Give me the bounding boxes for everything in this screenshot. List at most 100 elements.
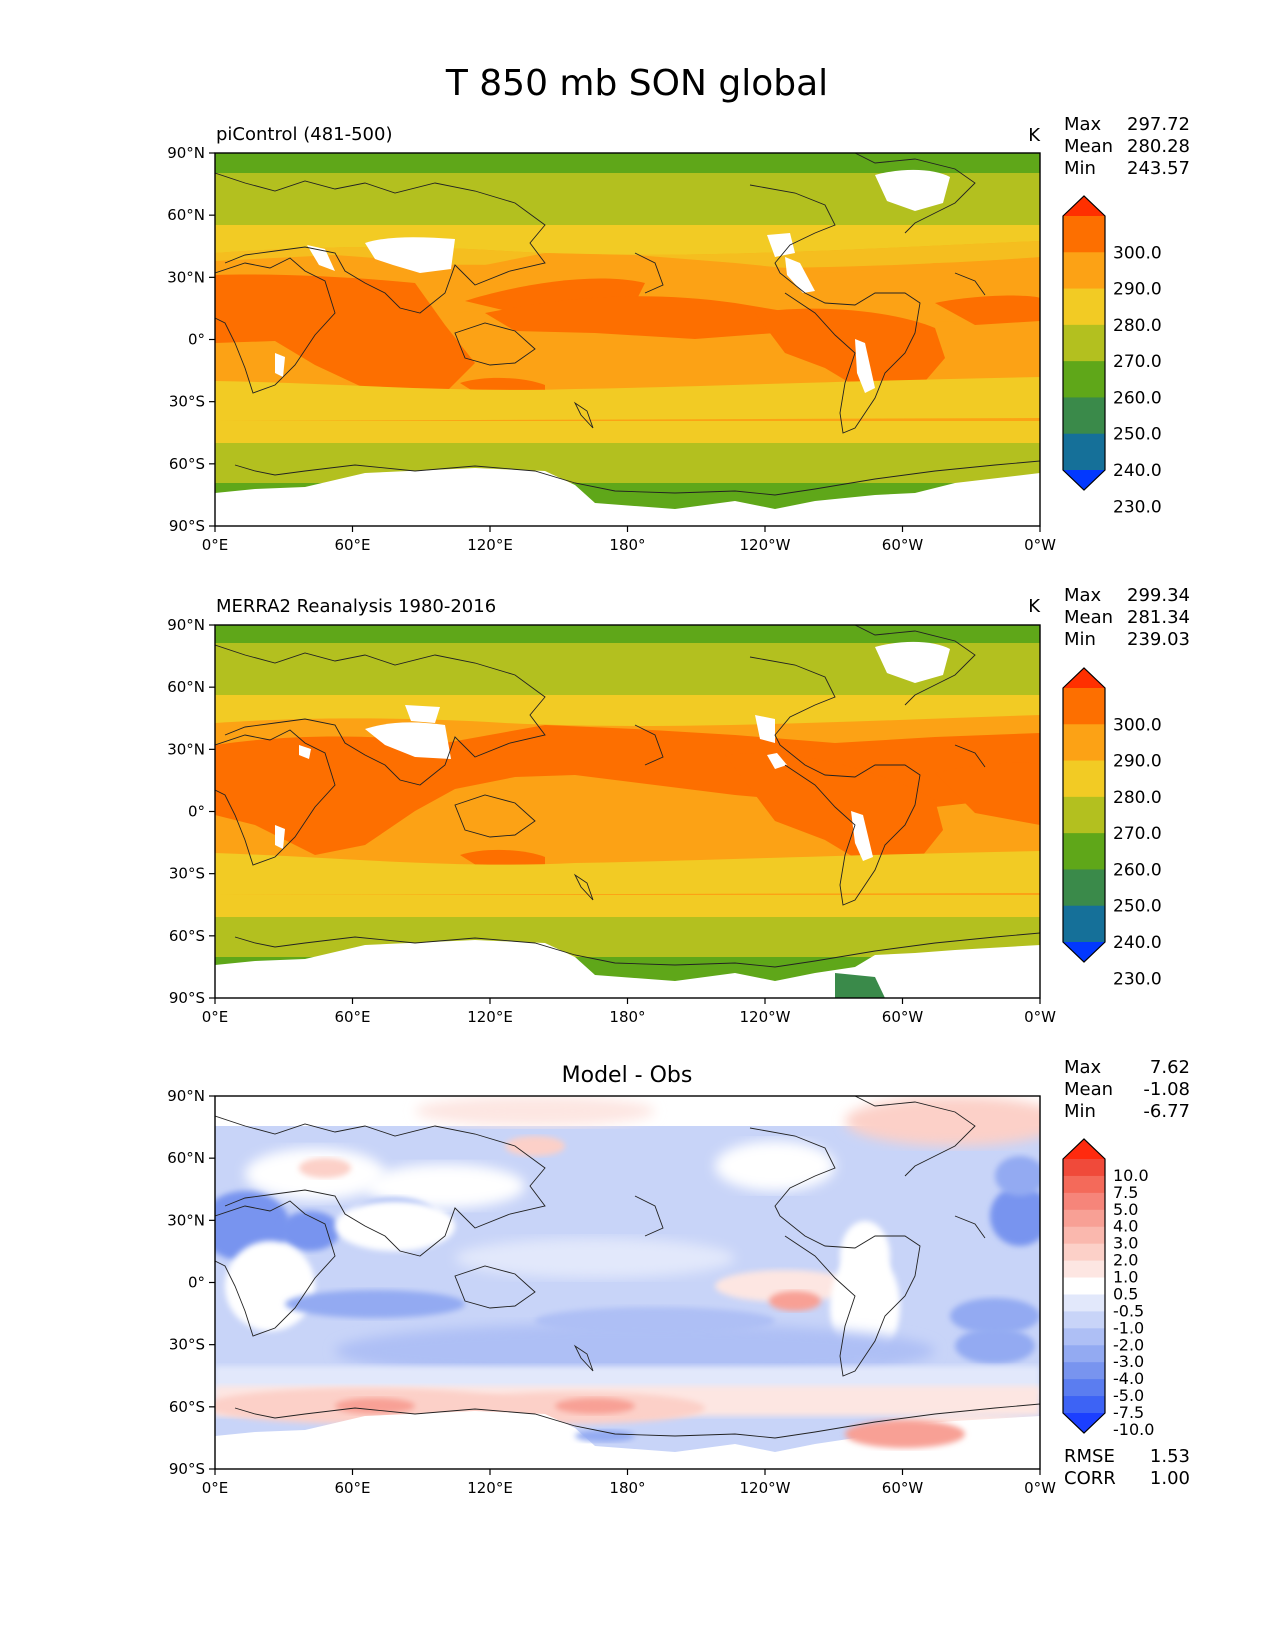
colorbar-segment: [1063, 1243, 1105, 1262]
panel-picontrol: piControl (481-500) K: [167, 114, 1190, 554]
colorbar-label: -2.0: [1113, 1335, 1144, 1354]
x-tick-label: 0°W: [1024, 1008, 1056, 1026]
stat-max-value: 297.72: [1127, 114, 1190, 135]
colorbar-label: -1.0: [1113, 1318, 1144, 1337]
colorbar-segment: [1063, 1294, 1105, 1312]
stat-min-value: -6.77: [1143, 1101, 1190, 1122]
y-tick-label: 60°N: [167, 1149, 205, 1167]
colorbar-segment: [1063, 1260, 1105, 1279]
x-tick-label: 120°E: [467, 1479, 513, 1497]
stat-mean-value: -1.08: [1143, 1079, 1190, 1100]
colorbar-segment: [1063, 1209, 1105, 1228]
x-tick-label: 0°E: [202, 1479, 229, 1497]
panel-title: Model - Obs: [562, 1063, 693, 1088]
x-tick-label: 60°W: [882, 1479, 924, 1497]
colorbar-label: 250.0: [1113, 897, 1162, 917]
colorbar-outline: [1062, 195, 1106, 491]
colorbar-segment: [1063, 833, 1105, 871]
y-tick-label: 30°S: [169, 393, 205, 411]
y-tick-label: 60°S: [169, 455, 205, 473]
colorbar-label: 230.0: [1113, 497, 1162, 517]
x-tick-label: 0°E: [202, 1008, 229, 1026]
y-tick-label: 30°N: [167, 1211, 205, 1229]
units-label: K: [1028, 125, 1041, 146]
colorbar-label: 3.0: [1113, 1234, 1138, 1253]
y-tick-label: 60°N: [167, 206, 205, 224]
stat-label: Max: [1064, 585, 1102, 606]
x-tick-label: 0°W: [1024, 1479, 1056, 1497]
y-tick-label: 90°N: [167, 144, 205, 162]
y-tick-label: 30°S: [169, 865, 205, 883]
colorbar-extend-max: [1063, 1139, 1105, 1159]
x-tick-label: 0°W: [1024, 536, 1056, 554]
colorbar-extend-max: [1063, 196, 1105, 216]
colorbar-label: 240.0: [1113, 461, 1162, 481]
axis-ticks: 0°E 60°E 120°E 180° 120°W 60°W 0°W 90°N 60°N 30°N…: [167, 144, 1056, 554]
metrics-box: RMSE 1.53 CORR 1.00: [1064, 1446, 1190, 1489]
colorbar-segment: [1063, 688, 1105, 725]
y-tick-label: 0°: [188, 331, 205, 349]
colorbar-label: 240.0: [1113, 933, 1162, 953]
map-field: [215, 1096, 1040, 1469]
x-tick-label: 60°W: [882, 1008, 924, 1026]
colorbar-label: -10.0: [1113, 1420, 1154, 1439]
stat-label: Mean: [1064, 1079, 1113, 1100]
metric-rmse-value: 1.53: [1150, 1446, 1190, 1467]
colorbar-segment: [1063, 1226, 1105, 1245]
y-tick-label: 90°N: [167, 1087, 205, 1105]
colorbar-label: 280.0: [1113, 316, 1162, 336]
y-tick-label: 90°S: [169, 1460, 205, 1478]
colorbar-segment: [1063, 397, 1105, 435]
colorbar-label: 1.0: [1113, 1268, 1138, 1287]
x-tick-label: 60°E: [334, 1008, 370, 1026]
x-tick-label: 180°: [609, 536, 645, 554]
axis-ticks: 0°E 60°E 120°E 180° 120°W 60°W 0°W 90°N 60°N 30°N…: [167, 1087, 1056, 1497]
x-tick-label: 180°: [609, 1008, 645, 1026]
colorbar-outline: [1062, 667, 1106, 963]
x-tick-label: 120°W: [740, 1008, 791, 1026]
colorbar: 300.0 290.0 280.0 270.0 260.0 250.0 240.0 230.0: [1062, 195, 1162, 517]
metric-label: RMSE: [1064, 1446, 1115, 1467]
x-tick-label: 120°E: [467, 536, 513, 554]
metric-corr-value: 1.00: [1150, 1468, 1190, 1489]
panel-title: piControl (481-500): [216, 124, 392, 145]
y-tick-label: 0°: [188, 1274, 205, 1292]
colorbar-label: -3.0: [1113, 1352, 1144, 1371]
metric-label: CORR: [1064, 1468, 1116, 1489]
x-tick-label: 180°: [609, 1479, 645, 1497]
stats-box: Max 297.72 Mean 280.28 Min 243.57: [1064, 114, 1190, 179]
y-tick-label: 60°N: [167, 678, 205, 696]
colorbar-segment: [1063, 252, 1105, 290]
colorbar-outline: [1062, 1138, 1106, 1434]
y-tick-label: 60°S: [169, 927, 205, 945]
colorbar-label: 270.0: [1113, 824, 1162, 844]
stats-box: Max 7.62 Mean -1.08 Min -6.77: [1064, 1057, 1190, 1122]
colorbar-extend-min: [1063, 942, 1105, 962]
colorbar-segment: [1063, 796, 1105, 834]
stat-mean-value: 280.28: [1127, 136, 1190, 157]
stat-label: Min: [1064, 629, 1096, 650]
colorbar-segment: [1063, 1328, 1105, 1346]
stat-label: Mean: [1064, 136, 1113, 157]
colorbar-segment: [1063, 869, 1105, 907]
map-field: [215, 153, 1040, 526]
colorbar-label: 2.0: [1113, 1251, 1138, 1270]
colorbar-label: 260.0: [1113, 860, 1162, 880]
colorbar-label: 4.0: [1113, 1217, 1138, 1236]
colorbar-segment: [1063, 760, 1105, 798]
y-tick-label: 30°N: [167, 740, 205, 758]
stat-max-value: 7.62: [1150, 1057, 1190, 1078]
colorbar-label: 260.0: [1113, 388, 1162, 408]
y-tick-label: 90°N: [167, 616, 205, 634]
colorbar-segment: [1063, 1175, 1105, 1194]
colorbar-label: 0.5: [1113, 1284, 1138, 1303]
colorbar-label: 7.5: [1113, 1183, 1138, 1202]
colorbar-label: 230.0: [1113, 969, 1162, 989]
colorbar-label: 290.0: [1113, 752, 1162, 772]
y-tick-label: 90°S: [169, 517, 205, 535]
y-tick-label: 60°S: [169, 1398, 205, 1416]
colorbar-segment: [1063, 1362, 1105, 1380]
colorbar-label: -5.0: [1113, 1386, 1144, 1405]
colorbar-label: -7.5: [1113, 1403, 1144, 1422]
